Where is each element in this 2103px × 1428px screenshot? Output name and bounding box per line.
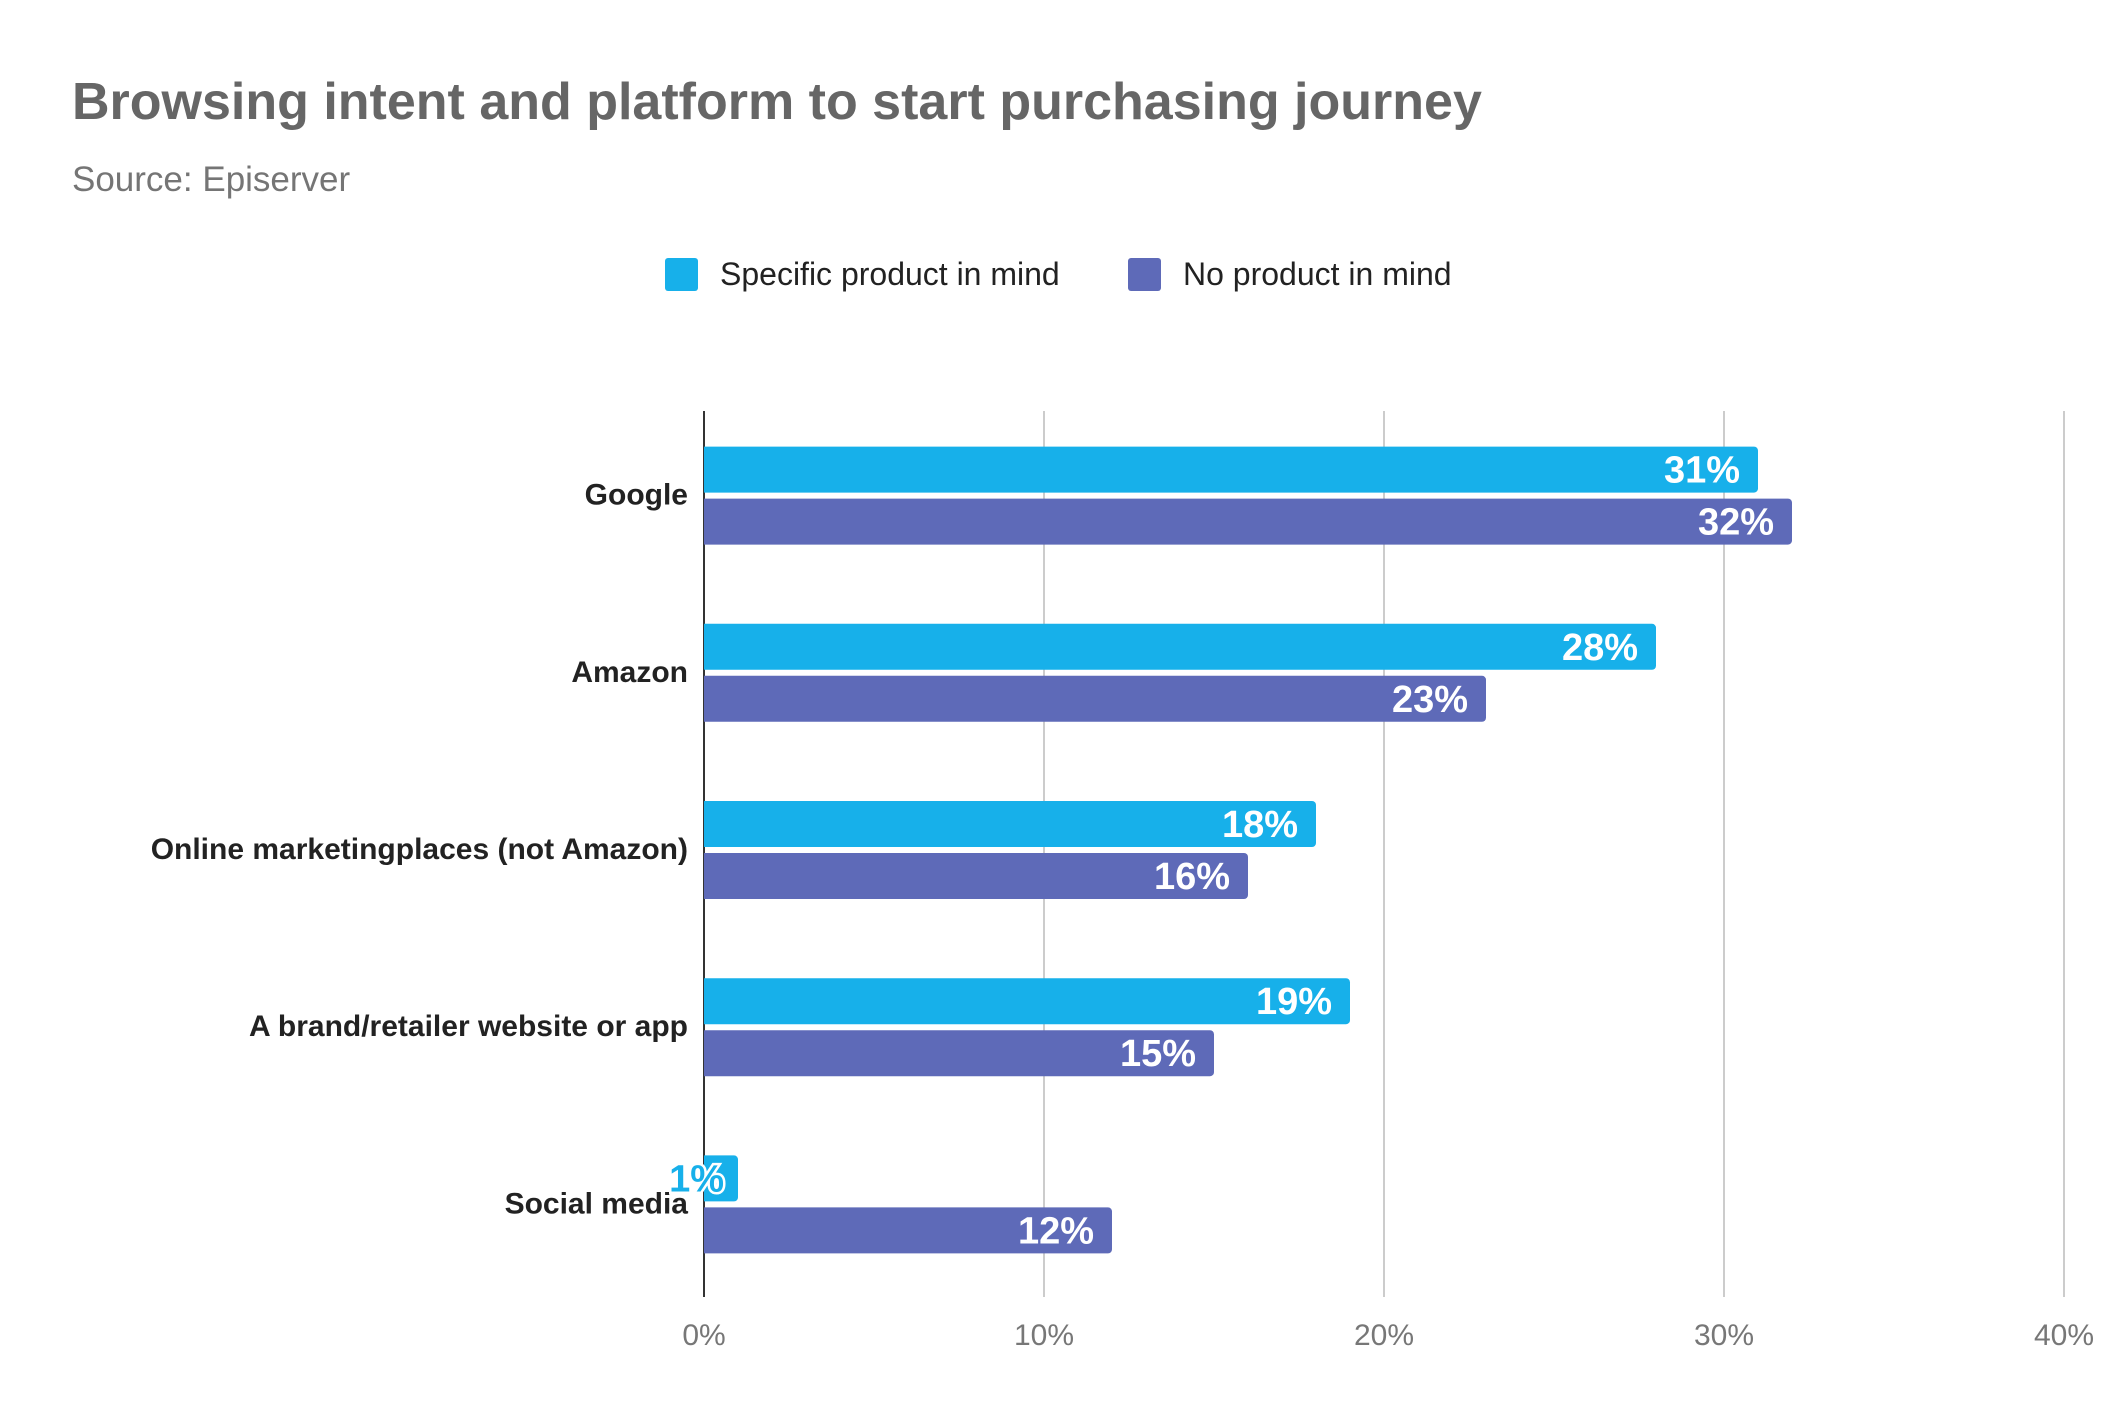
data-label: 31% (1664, 450, 1740, 492)
x-tick-label: 40% (2034, 1319, 2094, 1352)
bar-no-product (704, 498, 1792, 545)
x-tick-label: 20% (1354, 1319, 1414, 1352)
bar-specific (704, 446, 1758, 493)
legend-swatch-no-product (1128, 258, 1161, 291)
bar-specific (704, 623, 1656, 670)
legend-swatch-specific (665, 258, 698, 291)
legend-label-no-product: No product in mind (1183, 256, 1452, 292)
data-label: 19% (1256, 981, 1332, 1023)
category-label: Amazon (571, 656, 688, 689)
x-tick-label: 30% (1694, 1319, 1754, 1352)
bar-specific (704, 1155, 738, 1202)
legend-item-specific: Specific product in mind (665, 256, 1060, 293)
data-label: 18% (1222, 804, 1298, 846)
bar-no-product (704, 1207, 1112, 1254)
bar-no-product (704, 675, 1486, 722)
bar-specific (704, 801, 1316, 847)
legend-item-no-product: No product in mind (1128, 256, 1452, 293)
chart-subtitle: Source: Episerver (72, 160, 351, 199)
x-tick-label: 10% (1014, 1319, 1074, 1352)
category-label: A brand/retailer website or app (249, 1010, 688, 1043)
category-label: Google (585, 479, 688, 512)
data-label: 1% (669, 1158, 724, 1200)
bar-no-product (704, 1030, 1214, 1077)
bar-no-product (704, 853, 1248, 899)
data-label: 12% (1018, 1210, 1094, 1252)
bar-specific (704, 978, 1350, 1025)
data-label: 32% (1698, 502, 1774, 544)
category-label: Social media (505, 1187, 689, 1220)
chart-title: Browsing intent and platform to start pu… (72, 73, 1482, 131)
data-label: 15% (1120, 1033, 1196, 1075)
legend-label-specific: Specific product in mind (720, 256, 1060, 292)
data-label: 23% (1392, 679, 1468, 721)
x-tick-label: 0% (682, 1319, 725, 1352)
data-label: 16% (1154, 856, 1230, 898)
data-label: 28% (1562, 627, 1638, 669)
category-label: Online marketingplaces (not Amazon) (151, 833, 688, 866)
